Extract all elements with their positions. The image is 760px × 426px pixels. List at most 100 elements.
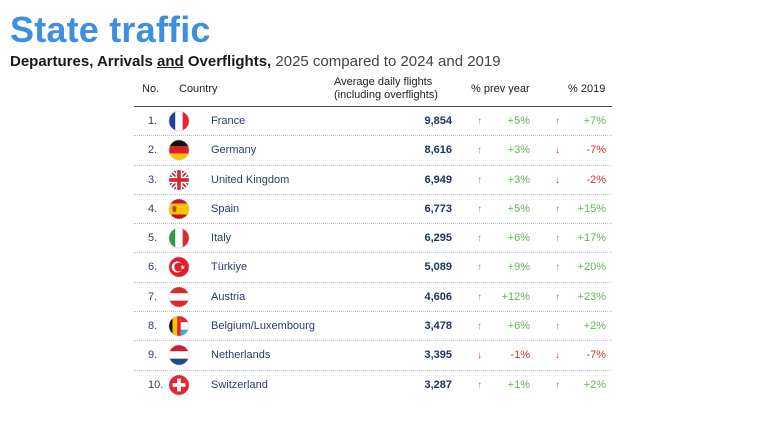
spain-flag-icon: [168, 198, 190, 220]
pct-prev-year: +1%: [507, 378, 530, 391]
header-average-daily-flights: Average daily flights (including overfli…: [334, 76, 438, 102]
france-flag-icon: [168, 110, 190, 132]
pct-prev-year: +5%: [507, 202, 530, 215]
table-row: 1. France 9,854 ↑ +5% ↑ +7%: [134, 107, 612, 137]
arrow-up-icon: ↑: [477, 233, 482, 245]
table-row: 9. Netherlands 3,395 ↓ -1% ↓ -7%: [134, 341, 612, 371]
arrow-up-icon: ↑: [477, 262, 482, 274]
row-number: 7.: [148, 290, 158, 303]
country-name: Switzerland: [211, 378, 268, 391]
pct-2019: +15%: [577, 202, 606, 215]
row-number: 9.: [148, 349, 158, 362]
country-name: Netherlands: [211, 349, 271, 362]
average-daily-flights-value: 3,478: [424, 320, 452, 333]
table-row: 2. Germany 8,616 ↑ +3% ↓ -7%: [134, 136, 612, 166]
arrow-up-icon: ↑: [477, 116, 482, 127]
country-name: Germany: [211, 144, 257, 157]
pct-prev-year: +6%: [507, 232, 530, 245]
netherlands-flag-icon: [168, 344, 190, 366]
arrow-down-icon: ↓: [477, 350, 482, 362]
average-daily-flights-value: 4,606: [424, 290, 452, 303]
pct-2019: +20%: [577, 261, 606, 274]
traffic-table: No. Country Average daily flights (inclu…: [134, 74, 612, 399]
pct-2019: +2%: [583, 378, 606, 391]
table-body: 1. France 9,854 ↑ +5% ↑ +7% 2. Germany 8,616 ↑ +3% ↓…: [134, 107, 612, 399]
page-subtitle: Departures, Arrivals and Overflights, 20…: [10, 52, 501, 72]
arrow-up-icon: ↑: [555, 116, 560, 127]
average-daily-flights-value: 9,854: [424, 115, 452, 127]
row-number: 3.: [148, 173, 158, 186]
belgium-luxembourg-flag-icon: [168, 315, 190, 337]
pct-2019: +7%: [583, 115, 606, 127]
row-number: 4.: [148, 202, 158, 215]
country-name: France: [211, 115, 246, 127]
header-country: Country: [179, 83, 218, 95]
pct-prev-year: +9%: [507, 261, 530, 274]
subtitle-part1: Departures, Arrivals: [10, 53, 158, 70]
table-row: 4. Spain 6,773 ↑ +5% ↑ +15%: [134, 195, 612, 225]
arrow-down-icon: ↓: [555, 350, 560, 362]
table-row: 3. United Kingdom 6,949 ↑ +3% ↓ -2%: [134, 166, 612, 195]
country-name: Italy: [211, 232, 232, 245]
row-number: 1.: [148, 115, 158, 127]
row-number: 6.: [148, 261, 158, 274]
table-row: 5. Italy 6,295 ↑ +6% ↑ +17%: [134, 224, 612, 254]
row-number: 8.: [148, 320, 158, 333]
austria-flag-icon: [168, 286, 190, 308]
pct-2019: -2%: [586, 173, 606, 186]
header-avg-line1: Average daily flights: [334, 76, 433, 88]
pct-2019: -7%: [586, 144, 606, 157]
country-name: Austria: [211, 290, 246, 303]
arrow-up-icon: ↑: [477, 203, 482, 215]
pct-prev-year: +12%: [501, 290, 530, 303]
pct-prev-year: -1%: [510, 349, 530, 362]
table-row: 6. Türkiye 5,089 ↑ +9% ↑ +20%: [134, 253, 612, 283]
page-title: State traffic: [10, 9, 211, 50]
table-row: 10. Switzerland 3,287 ↑ +1% ↑ +2%: [134, 371, 612, 399]
header-2019: % 2019: [568, 83, 606, 95]
row-number: 5.: [148, 232, 158, 245]
pct-prev-year: +3%: [507, 144, 530, 157]
arrow-up-icon: ↑: [477, 145, 482, 157]
arrow-up-icon: ↑: [555, 203, 560, 215]
arrow-up-icon: ↑: [477, 379, 482, 391]
average-daily-flights-value: 5,089: [424, 261, 452, 274]
country-name: Türkiye: [211, 261, 248, 274]
subtitle-part2: Overflights,: [183, 53, 272, 70]
average-daily-flights-value: 3,395: [424, 349, 452, 362]
arrow-down-icon: ↓: [555, 145, 560, 157]
average-daily-flights-value: 6,295: [424, 232, 452, 245]
arrow-up-icon: ↑: [477, 174, 482, 186]
arrow-up-icon: ↑: [555, 262, 560, 274]
table-row: 8. Belgium/Luxembourg 3,478 ↑ +6% ↑ +2%: [134, 312, 612, 342]
pct-2019: -7%: [586, 349, 606, 362]
country-name: Belgium/Luxembourg: [211, 320, 315, 333]
country-name: United Kingdom: [211, 173, 290, 186]
pct-2019: +17%: [577, 232, 606, 245]
average-daily-flights-value: 8,616: [424, 144, 452, 157]
uk-flag-icon: [168, 169, 190, 191]
arrow-up-icon: ↑: [477, 321, 482, 333]
average-daily-flights-value: 6,773: [424, 202, 452, 215]
turkiye-flag-icon: [168, 256, 190, 278]
italy-flag-icon: [168, 227, 190, 249]
header-avg-line2: (including overflights): [334, 89, 438, 101]
subtitle-and: and: [157, 53, 184, 70]
header-prev-year: % prev year: [471, 83, 530, 95]
row-number: 10.: [148, 378, 164, 391]
pct-2019: +23%: [577, 290, 606, 303]
pct-prev-year: +6%: [507, 320, 530, 333]
arrow-up-icon: ↑: [555, 233, 560, 245]
pct-prev-year: +3%: [507, 173, 530, 186]
subtitle-part3: 2025 compared to 2024 and 2019: [271, 53, 501, 70]
arrow-down-icon: ↓: [555, 174, 560, 186]
row-number: 2.: [148, 144, 158, 157]
header-no: No.: [142, 83, 160, 95]
switzerland-flag-icon: [168, 374, 190, 396]
arrow-up-icon: ↑: [555, 379, 560, 391]
table-row: 7. Austria 4,606 ↑ +12% ↑ +23%: [134, 283, 612, 313]
table-header: No. Country Average daily flights (inclu…: [134, 74, 612, 107]
country-name: Spain: [211, 202, 240, 215]
arrow-up-icon: ↑: [555, 321, 560, 333]
arrow-up-icon: ↑: [555, 291, 560, 303]
